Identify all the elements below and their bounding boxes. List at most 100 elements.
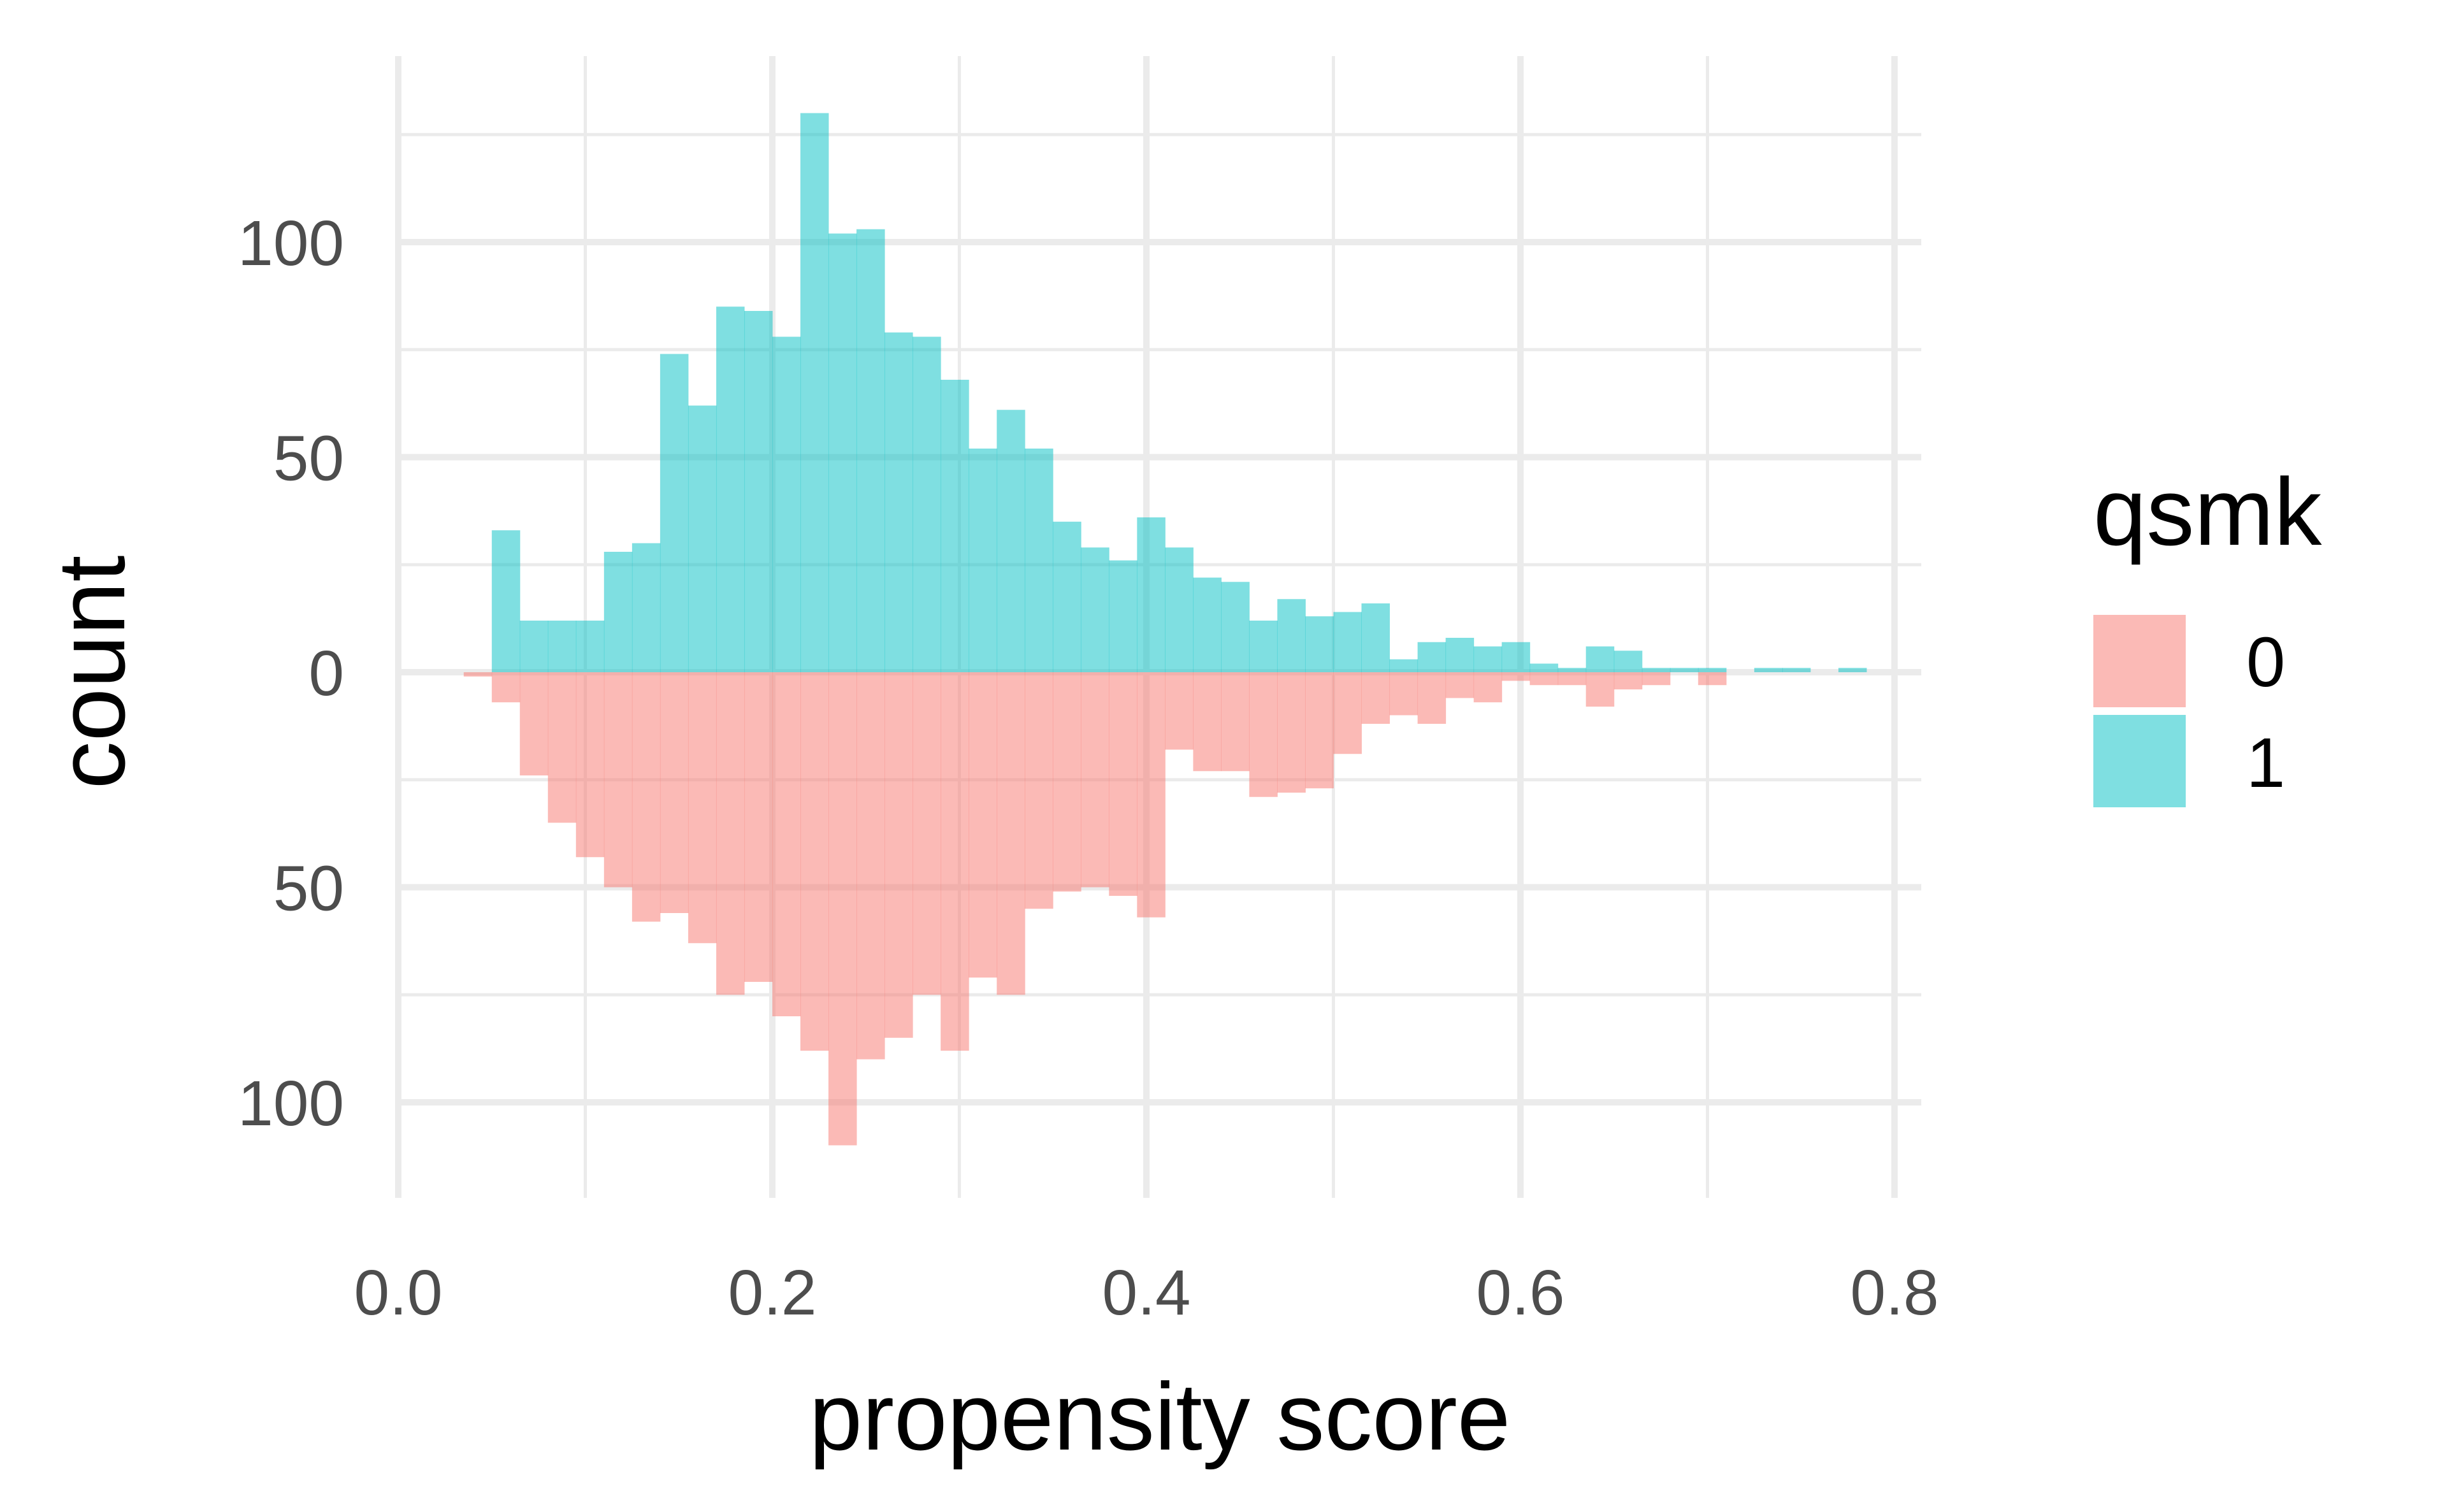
bar-series-0 — [660, 672, 689, 913]
bar-series-1 — [519, 621, 549, 672]
bar-series-1 — [1585, 646, 1615, 672]
bar-series-0 — [772, 672, 801, 1016]
bar-series-0 — [1613, 672, 1643, 689]
bar-series-0 — [603, 672, 633, 888]
y-tick-label: 50 — [273, 853, 344, 925]
bar-series-0 — [1585, 672, 1615, 707]
bar-series-0 — [547, 672, 577, 823]
bar-series-1 — [1473, 646, 1503, 672]
bar-series-1 — [1670, 668, 1699, 672]
bar-series-0 — [744, 672, 773, 982]
legend-key-1 — [2093, 715, 2186, 807]
bar-series-0 — [828, 672, 857, 1146]
bar-series-0 — [1137, 672, 1166, 918]
bar-series-0 — [1025, 672, 1053, 909]
x-tick-label: 0.4 — [1102, 1257, 1190, 1328]
bar-series-0 — [1529, 672, 1559, 686]
bar-series-0 — [1249, 672, 1278, 797]
bar-series-1 — [1361, 603, 1390, 672]
bar-series-0 — [1277, 672, 1306, 793]
x-tick-label: 0.0 — [354, 1257, 442, 1328]
bar-series-1 — [1698, 668, 1727, 672]
bar-series-1 — [575, 621, 605, 672]
bar-series-1 — [1782, 668, 1811, 672]
bar-series-1 — [660, 354, 689, 672]
bar-series-0 — [632, 672, 661, 922]
bar-series-1 — [856, 229, 885, 672]
bar-series-1 — [1501, 642, 1531, 672]
bar-series-0 — [1473, 672, 1503, 703]
bar-series-1 — [1389, 659, 1418, 672]
bar-series-0 — [1333, 672, 1362, 754]
bar-series-1 — [1221, 582, 1250, 672]
bar-series-1 — [632, 543, 661, 672]
bar-series-1 — [800, 113, 829, 672]
bar-series-1 — [1193, 577, 1222, 672]
bar-series-1 — [969, 449, 997, 672]
bar-series-1 — [744, 311, 773, 672]
bar-series-1 — [1838, 668, 1867, 672]
bar-series-0 — [1109, 672, 1137, 896]
bar-series-0 — [688, 672, 717, 944]
bar-series-1 — [1613, 651, 1643, 672]
bar-series-0 — [1642, 672, 1671, 686]
bar-series-1 — [1557, 668, 1587, 672]
x-axis-ticks: 0.0 0.2 0.4 0.6 0.8 — [354, 1257, 1938, 1328]
bar-series-0 — [519, 672, 549, 775]
bar-series-1 — [1305, 616, 1334, 672]
bar-series-1 — [1529, 663, 1559, 672]
bar-series-0 — [800, 672, 829, 1051]
bar-series-0 — [1698, 672, 1727, 686]
bar-series-1 — [913, 336, 941, 672]
bar-series-0 — [1053, 672, 1081, 892]
bar-series-0 — [969, 672, 997, 978]
x-tick-label: 0.2 — [728, 1257, 816, 1328]
series-1-bars — [491, 113, 1867, 672]
bar-series-1 — [547, 621, 577, 672]
legend-label-1: 1 — [2246, 724, 2285, 802]
bar-series-1 — [716, 306, 745, 672]
y-tick-label: 100 — [238, 208, 344, 279]
bar-series-0 — [1361, 672, 1390, 724]
x-tick-label: 0.6 — [1476, 1257, 1564, 1328]
x-tick-label: 0.8 — [1850, 1257, 1938, 1328]
bar-series-0 — [856, 672, 885, 1060]
bar-series-1 — [997, 410, 1025, 672]
y-axis-title: count — [38, 556, 145, 789]
bar-series-0 — [1417, 672, 1447, 724]
bar-series-0 — [997, 672, 1025, 995]
bar-series-0 — [1305, 672, 1334, 789]
bar-series-1 — [1754, 668, 1783, 672]
bar-series-1 — [1081, 547, 1109, 672]
bar-series-0 — [1165, 672, 1194, 750]
bar-series-0 — [1193, 672, 1222, 772]
legend-key-0 — [2093, 615, 2186, 707]
bar-series-1 — [1333, 612, 1362, 672]
legend-label-0: 0 — [2246, 623, 2285, 702]
bar-series-1 — [1165, 547, 1194, 672]
bar-series-1 — [1277, 599, 1306, 672]
bar-series-0 — [463, 672, 493, 677]
x-axis-title: propensity score — [809, 1363, 1511, 1470]
bar-series-1 — [1109, 560, 1137, 672]
bar-series-1 — [688, 405, 717, 672]
bar-series-1 — [1642, 668, 1671, 672]
bar-series-1 — [491, 530, 521, 672]
legend: qsmk 0 1 — [2093, 458, 2322, 807]
bar-series-1 — [1025, 449, 1053, 672]
y-tick-label: 0 — [308, 638, 344, 709]
legend-title: qsmk — [2093, 458, 2322, 565]
bar-series-1 — [941, 380, 969, 672]
bar-series-0 — [1445, 672, 1475, 698]
bar-series-1 — [1417, 642, 1447, 672]
bar-series-0 — [491, 672, 521, 703]
bar-series-0 — [1221, 672, 1250, 772]
bar-series-0 — [884, 672, 913, 1038]
bar-series-1 — [603, 552, 633, 672]
bar-series-0 — [1557, 672, 1587, 686]
bar-series-0 — [913, 672, 941, 995]
bar-series-1 — [828, 233, 857, 672]
series-0-bars — [463, 672, 1727, 1146]
bar-series-0 — [1389, 672, 1418, 716]
